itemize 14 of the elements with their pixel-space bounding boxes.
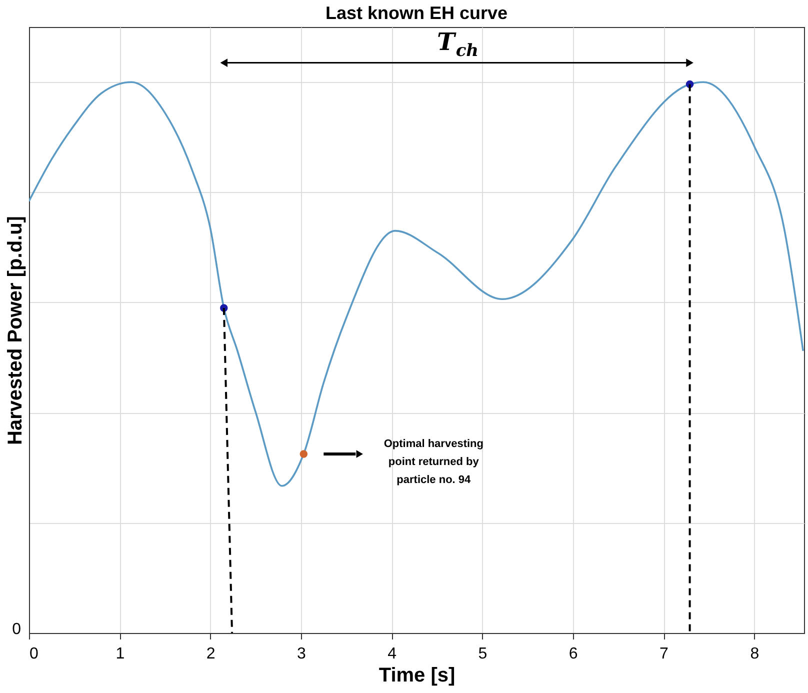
y-axis-title: Harvested Power [p.d.u] [4, 216, 26, 445]
x-tick-label: 7 [660, 646, 669, 662]
text: 0 [12, 621, 22, 638]
x-tick-label: 3 [296, 646, 306, 662]
x-tick-label: 0 [30, 646, 38, 662]
x-tick-label: 8 [750, 646, 760, 662]
x-tick-label: 2 [206, 646, 216, 662]
x-tick-label: 6 [568, 646, 578, 662]
x-axis-title: Time [s] [378, 664, 456, 686]
x-tick-label: 1 [116, 646, 125, 662]
chart-title: Last known EH curve [325, 3, 508, 23]
annotation: Optimal harvesting point returned by particle no. 94 [384, 438, 484, 486]
x-tick-label: 5 [478, 646, 488, 662]
x-tick-label: 4 [388, 646, 397, 662]
